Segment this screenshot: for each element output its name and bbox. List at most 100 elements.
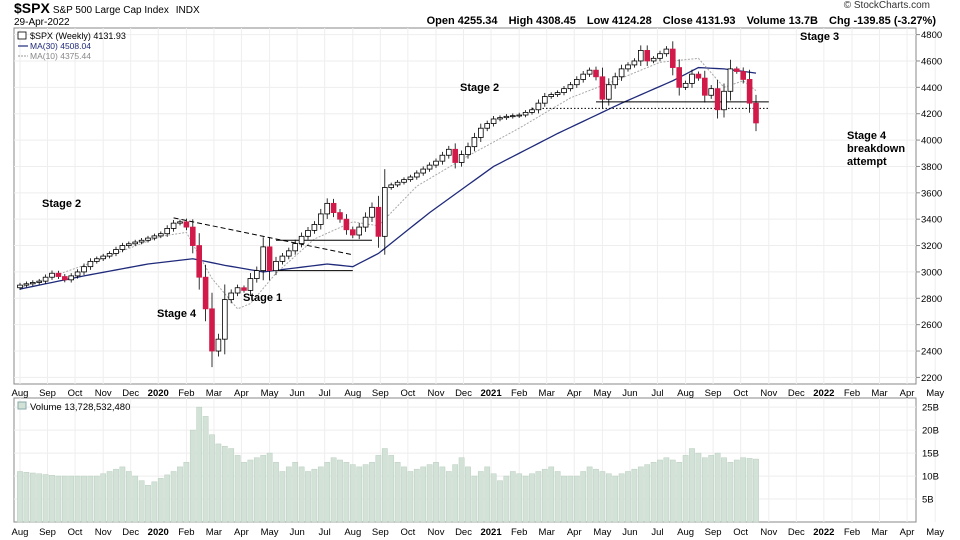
volume-value: Volume 13.7B xyxy=(746,15,818,27)
volume-bar xyxy=(714,452,721,523)
x-tick-label: Oct xyxy=(400,388,415,399)
volume-bar xyxy=(599,471,606,523)
candle-body xyxy=(273,260,279,272)
candle-body xyxy=(106,253,113,257)
candle-body xyxy=(151,235,158,239)
candle-body xyxy=(657,53,663,59)
x-tick-label: Sep xyxy=(705,388,722,399)
price-tick-label: 4200 xyxy=(921,109,942,120)
candle-body xyxy=(516,114,522,117)
volume-bar xyxy=(196,406,203,523)
x-tick-label: Jun xyxy=(622,388,637,399)
volume-bar xyxy=(132,475,139,523)
volume-bar xyxy=(701,457,708,523)
volume-bar xyxy=(529,473,535,523)
volume-bar xyxy=(746,458,753,523)
volume-bar xyxy=(573,475,580,523)
volume-bar xyxy=(580,471,587,523)
x-tick-label: Mar xyxy=(871,388,887,399)
candle-body xyxy=(695,73,702,79)
volume-bar xyxy=(689,448,695,523)
candle-body xyxy=(234,287,241,294)
candle-body xyxy=(503,115,510,119)
volume-bar xyxy=(477,471,484,523)
volume-bar xyxy=(388,455,395,523)
x-tick-label-volume: Oct xyxy=(400,527,415,538)
x-tick-label-volume: Apr xyxy=(234,527,249,538)
candle-body xyxy=(721,90,727,111)
volume-bar xyxy=(407,471,414,523)
x-tick-label: Nov xyxy=(428,388,445,399)
candle-body xyxy=(356,226,362,236)
x-tick-label-volume: 2020 xyxy=(148,527,169,538)
volume-bar xyxy=(113,468,119,523)
x-tick-label-volume: Mar xyxy=(871,527,887,538)
x-tick-label-volume: Sep xyxy=(705,527,722,538)
candle-body xyxy=(714,88,721,111)
high-value: High 4308.45 xyxy=(508,15,576,27)
x-tick-label: Feb xyxy=(178,388,194,399)
candle-body xyxy=(445,148,452,156)
volume-tick-label: 25B xyxy=(922,403,939,414)
candle-body xyxy=(426,164,433,170)
x-tick-label: 2022 xyxy=(813,388,834,399)
x-tick-label-volume: Feb xyxy=(511,527,527,538)
volume-bar xyxy=(324,462,331,523)
trendline xyxy=(173,217,353,256)
annotation-stage4-right-2: breakdown xyxy=(847,143,905,155)
volume-bar xyxy=(253,457,260,523)
candle-body xyxy=(548,94,554,97)
candle-body xyxy=(471,137,478,148)
volume-bar xyxy=(637,466,644,523)
volume-bar xyxy=(381,448,388,523)
volume-bar xyxy=(740,457,747,523)
candle-body xyxy=(183,221,190,228)
volume-bar xyxy=(401,466,407,523)
candle-body xyxy=(247,278,254,291)
volume-bar xyxy=(657,459,663,523)
candle-body xyxy=(17,284,23,289)
candle-body xyxy=(49,272,55,278)
volume-bar xyxy=(733,459,740,523)
x-tick-label: Aug xyxy=(12,388,29,399)
volume-bar xyxy=(567,475,574,523)
candle-body xyxy=(266,246,273,272)
candle-body xyxy=(586,69,593,75)
volume-bar xyxy=(362,464,369,523)
volume-bar xyxy=(74,475,81,523)
candle-body xyxy=(241,287,247,291)
volume-bar xyxy=(298,466,305,523)
volume-bar xyxy=(708,455,715,523)
legend-volume-label: Volume 13,728,532,480 xyxy=(30,402,130,413)
candle-body xyxy=(209,308,215,352)
candle-body xyxy=(87,260,94,268)
x-tick-label-volume: Jun xyxy=(289,527,304,538)
candle-body xyxy=(157,233,164,237)
x-tick-label: Nov xyxy=(95,388,112,399)
annotation-stage4-left: Stage 4 xyxy=(157,308,197,320)
x-tick-label: 2020 xyxy=(148,388,169,399)
volume-panel-frame xyxy=(13,397,917,523)
x-tick-label: Jun xyxy=(289,388,304,399)
volume-bar xyxy=(61,475,68,523)
candle-body xyxy=(292,243,298,252)
candle-body xyxy=(753,102,759,124)
volume-bar xyxy=(625,471,631,523)
volume-bar xyxy=(497,480,503,523)
candle-body xyxy=(413,172,420,178)
volume-bar xyxy=(202,416,209,523)
candle-body xyxy=(177,221,183,224)
volume-bar xyxy=(484,466,491,523)
volume-bar xyxy=(394,462,401,523)
close-value: Close 4131.93 xyxy=(662,15,736,27)
legend-volume: Volume 13,728,532,480 xyxy=(17,401,130,413)
ohlc-readout: Open 4255.34 High 4308.45 Low 4124.28 Cl… xyxy=(419,15,936,27)
price-tick-label: 2600 xyxy=(921,320,942,331)
x-tick-label: Apr xyxy=(234,388,249,399)
candle-body xyxy=(650,57,657,62)
candle-body xyxy=(574,79,580,86)
volume-bar xyxy=(273,462,279,523)
annotation-stage2-left: Stage 2 xyxy=(42,198,81,210)
candle-body xyxy=(702,77,708,96)
volume-bar xyxy=(663,457,670,523)
